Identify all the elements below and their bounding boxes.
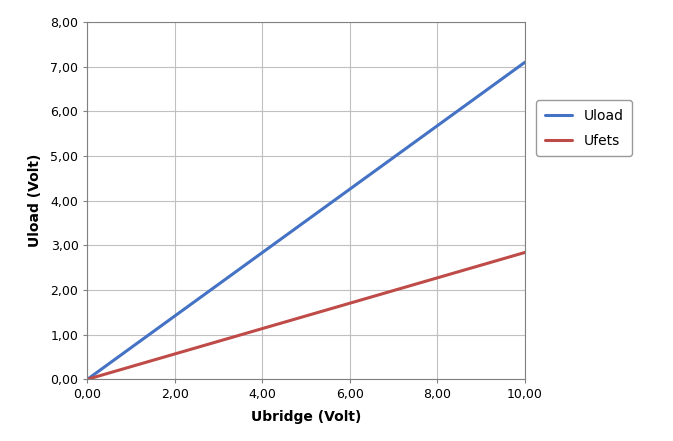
Legend: Uload, Ufets: Uload, Ufets bbox=[536, 101, 632, 156]
X-axis label: Ubridge (Volt): Ubridge (Volt) bbox=[251, 410, 361, 424]
Y-axis label: Uload (Volt): Uload (Volt) bbox=[28, 154, 42, 247]
